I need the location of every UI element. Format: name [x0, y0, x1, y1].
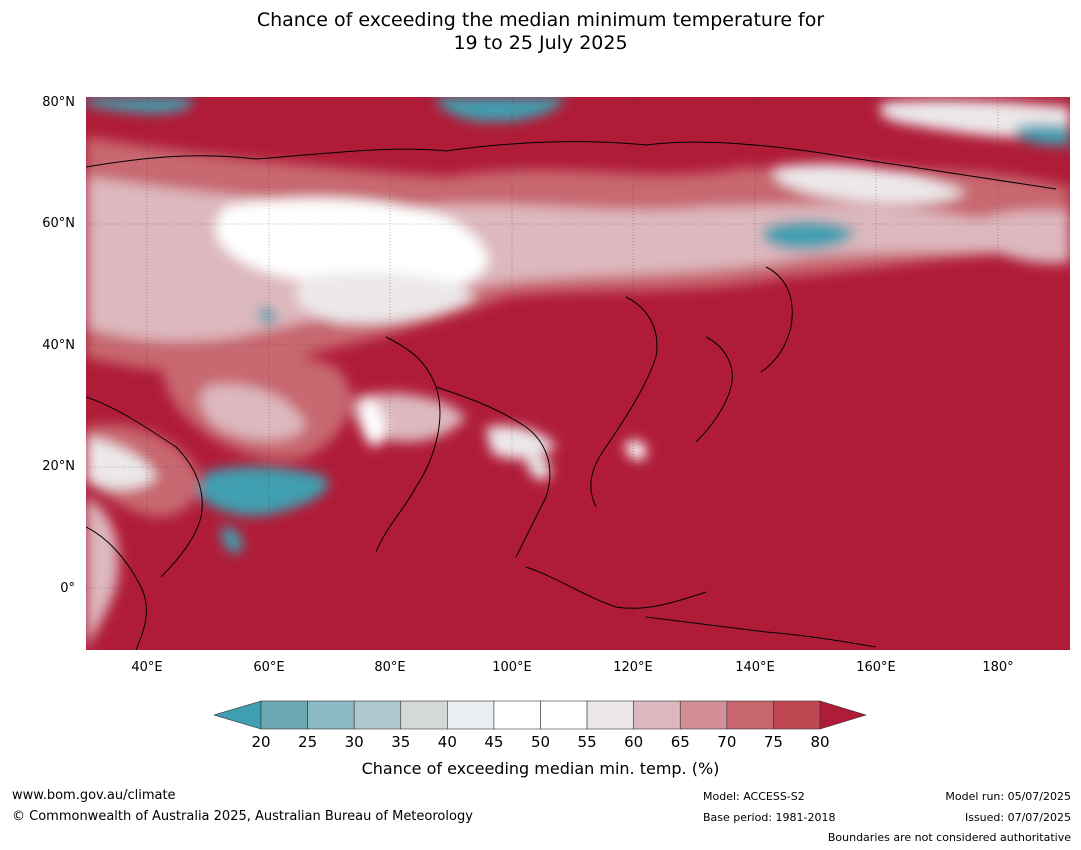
colorbar-tick-label: 25 — [298, 733, 318, 751]
colorbar-under-arrow — [214, 700, 262, 730]
colorbar-bin — [773, 700, 821, 730]
colorbar-tick-label: 20 — [251, 733, 271, 751]
colorbar-tick-label: 45 — [484, 733, 504, 751]
lat-label-60n: 60°N — [42, 216, 75, 231]
lat-label-20n: 20°N — [42, 459, 75, 474]
title-line-2: 19 to 25 July 2025 — [453, 32, 628, 54]
lon-label-160e: 160°E — [856, 660, 896, 675]
copyright-text: © Commonwealth of Australia 2025, Austra… — [12, 809, 473, 824]
colorbar-tick-label: 70 — [717, 733, 737, 751]
base-period-text: Base period: 1981-2018 — [703, 811, 836, 824]
colorbar-over-arrow — [819, 700, 868, 730]
colorbar-bin — [540, 700, 588, 730]
colorbar-tick-label: 55 — [577, 733, 597, 751]
colorbar-tick-label: 30 — [344, 733, 364, 751]
colorbar-bin — [260, 700, 308, 730]
website-link[interactable]: www.bom.gov.au/climate — [12, 788, 176, 803]
colorbar-tick-label: 65 — [670, 733, 690, 751]
title-line-1: Chance of exceeding the median minimum t… — [256, 9, 825, 31]
colorbar-bins — [260, 700, 821, 730]
colorbar-tick-label: 80 — [810, 733, 830, 751]
lat-label-40n: 40°N — [42, 338, 75, 353]
colorbar-bin — [353, 700, 402, 730]
colorbar-tick-label: 40 — [437, 733, 457, 751]
lon-label-100e: 100°E — [492, 660, 532, 675]
lon-label-60e: 60°E — [253, 660, 285, 675]
colorbar-bin — [586, 700, 634, 730]
map-svg — [86, 97, 1070, 650]
issued-text: Issued: 07/07/2025 — [964, 811, 1071, 824]
colorbar-tick-label: 50 — [530, 733, 551, 751]
lon-label-40e: 40°E — [131, 660, 163, 675]
colorbar-bin — [493, 700, 541, 730]
map-title: Chance of exceeding the median minimum t… — [0, 9, 1081, 55]
lon-label-140e: 140°E — [735, 660, 775, 675]
colorbar-tick-label: 60 — [624, 733, 644, 751]
graticule — [86, 97, 1070, 650]
model-run-text: Model run: 05/07/2025 — [945, 790, 1071, 803]
colorbar-bin — [447, 700, 495, 730]
lon-label-180: 180° — [982, 660, 1014, 675]
colorbar-label: Chance of exceeding median min. temp. (%… — [361, 759, 720, 778]
colorbar-tick-label: 35 — [391, 733, 411, 751]
colorbar-bin — [633, 700, 681, 730]
colorbar-bin — [400, 700, 448, 730]
lat-label-0: 0° — [60, 581, 75, 596]
disclaimer-text: Boundaries are not considered authoritat… — [827, 831, 1071, 844]
lon-label-120e: 120°E — [613, 660, 653, 675]
colorbar-tick-label: 75 — [763, 733, 783, 751]
model-text: Model: ACCESS-S2 — [703, 790, 805, 803]
lat-label-80n: 80°N — [42, 95, 75, 110]
colorbar-bin — [307, 700, 355, 730]
probability-field — [86, 97, 1070, 650]
coastlines — [86, 141, 1057, 650]
colorbar-bin — [726, 700, 774, 730]
lon-label-80e: 80°E — [374, 660, 406, 675]
colorbar-bin — [679, 700, 728, 730]
colorbar — [214, 700, 868, 730]
forecast-map — [86, 97, 1070, 650]
